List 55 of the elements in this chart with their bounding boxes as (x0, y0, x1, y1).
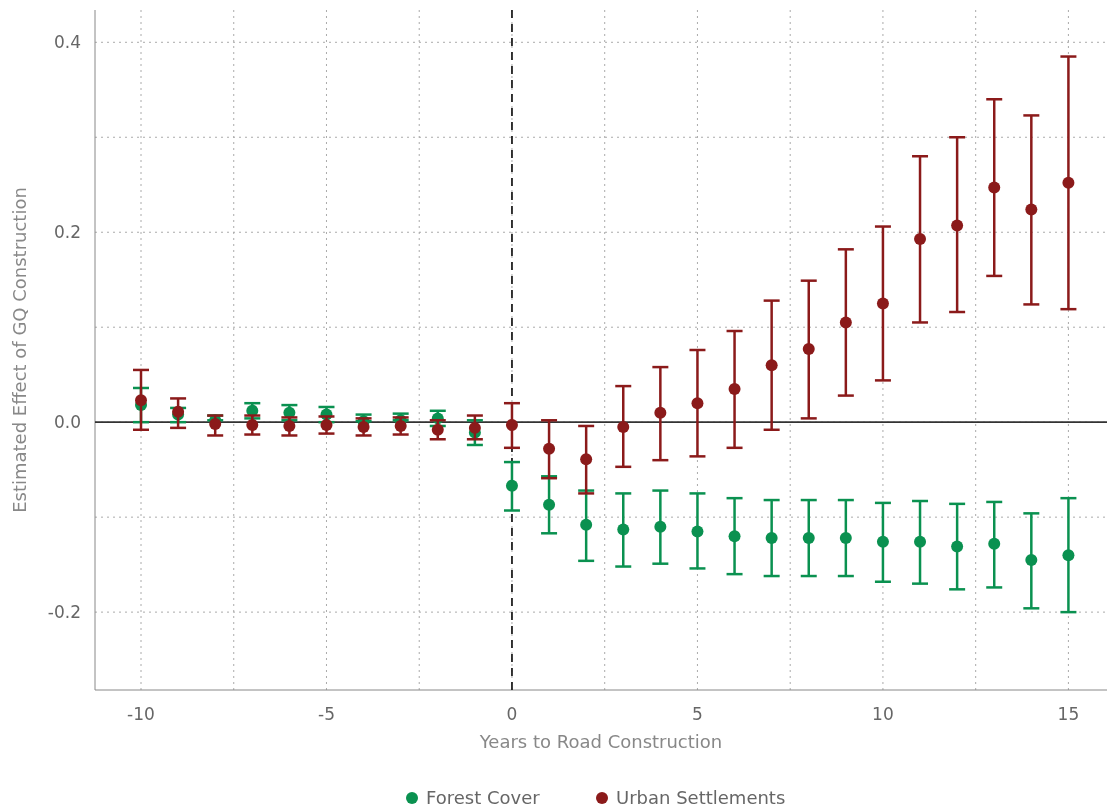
point (876, 297, 889, 310)
x-tick-label: 5 (692, 704, 703, 724)
point (728, 530, 741, 543)
point (802, 343, 815, 356)
y-tick-label: 0.0 (53, 412, 81, 433)
y-tick-label: 0.2 (53, 222, 81, 243)
legend-label: Urban Settlements (616, 787, 786, 808)
point (283, 419, 296, 432)
point (988, 181, 1001, 194)
point (988, 537, 1001, 550)
point (1025, 203, 1038, 216)
x-tick-label: 15 (1057, 704, 1080, 724)
point (543, 498, 556, 511)
point (394, 419, 407, 432)
point (617, 420, 630, 433)
point (951, 540, 964, 553)
point (505, 419, 518, 432)
point (914, 535, 927, 548)
point (246, 419, 259, 432)
point (654, 406, 667, 419)
point (1062, 549, 1075, 562)
y-tick-label: 0.4 (53, 32, 81, 53)
point (839, 532, 852, 545)
point (839, 316, 852, 329)
legend-label: Forest Cover (426, 787, 541, 808)
point (135, 394, 147, 407)
point (357, 420, 370, 433)
point (543, 442, 556, 455)
point (691, 397, 704, 410)
point (580, 453, 593, 466)
x-tick-label: 0 (506, 704, 518, 724)
point (654, 520, 667, 533)
x-tick-label: -10 (127, 704, 155, 724)
x-axis-title: Years to Road Construction (478, 731, 723, 752)
point (728, 382, 741, 395)
point (802, 532, 815, 545)
point (914, 232, 927, 245)
point (691, 525, 704, 538)
point (1062, 176, 1075, 189)
point (951, 219, 964, 232)
point (580, 518, 593, 531)
point (765, 359, 778, 372)
y-tick-label: -0.2 (47, 602, 81, 623)
point (765, 532, 778, 545)
point (1025, 553, 1038, 566)
point (468, 421, 481, 434)
point (209, 418, 222, 431)
point (320, 419, 333, 432)
point (617, 523, 630, 536)
x-tick-label: -5 (318, 704, 335, 724)
point (431, 423, 444, 436)
point (505, 479, 518, 492)
x-tick-label: 10 (872, 704, 894, 724)
y-axis-title: Estimated Effect of GQ Construction (9, 187, 30, 513)
point (876, 535, 889, 548)
